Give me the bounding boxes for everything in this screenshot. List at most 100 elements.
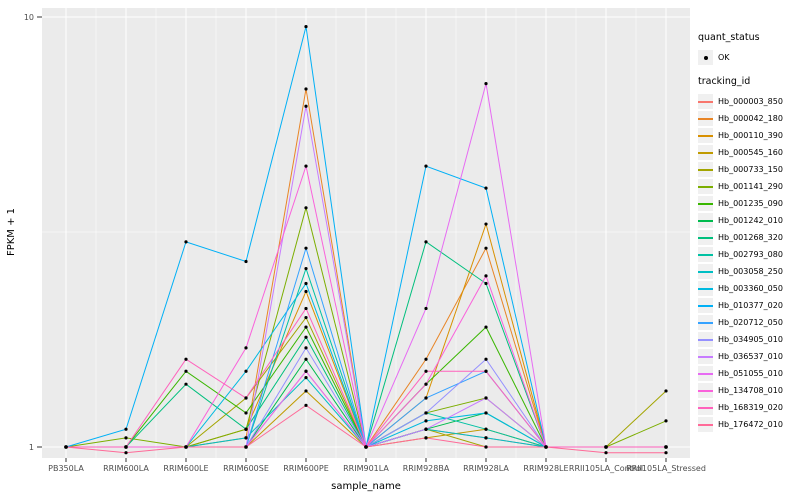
- data-point: [484, 436, 488, 440]
- x-tick-label: RRII105LA_Control: [569, 464, 643, 473]
- data-point: [304, 206, 308, 210]
- data-point: [184, 240, 188, 244]
- legend-item-label: Hb_176472_010: [718, 420, 783, 429]
- x-tick-label: RRIM928LE: [523, 464, 568, 473]
- legend-item-label: Hb_134708_010: [718, 386, 783, 395]
- data-point: [664, 445, 668, 449]
- data-point: [604, 451, 608, 455]
- legend: quant_status OK tracking_id Hb_000003_85…: [698, 28, 798, 443]
- legend-item: Hb_002793_080: [698, 246, 798, 263]
- legend-item: Hb_000545_160: [698, 144, 798, 161]
- legend-title-tracking-id: tracking_id: [698, 76, 751, 87]
- y-tick-label-1: 1: [29, 443, 34, 452]
- line-key-icon: [698, 145, 713, 160]
- legend-item-label: Hb_001235_090: [718, 199, 783, 208]
- data-point: [484, 325, 488, 329]
- data-point: [304, 389, 308, 393]
- data-point: [424, 427, 428, 431]
- legend-item: Hb_003058_250: [698, 263, 798, 280]
- data-point: [244, 445, 248, 449]
- data-point: [304, 104, 308, 108]
- data-point: [304, 403, 308, 407]
- legend-item: Hb_001235_090: [698, 195, 798, 212]
- data-point: [664, 419, 668, 423]
- data-point: [184, 382, 188, 386]
- data-point: [184, 357, 188, 361]
- data-point: [304, 335, 308, 339]
- data-point: [244, 346, 248, 350]
- x-tick-label: RRIM600SE: [223, 464, 269, 473]
- legend-item-label: Hb_000545_160: [718, 148, 783, 157]
- x-tick-label: PB350LA: [48, 464, 84, 473]
- point-key-icon: [698, 50, 713, 65]
- data-point: [424, 419, 428, 423]
- legend-item: Hb_020712_050: [698, 314, 798, 331]
- legend-tracking-id: tracking_id Hb_000003_850 Hb_000042_180 Hb…: [698, 76, 798, 433]
- legend-item: Hb_000042_180: [698, 110, 798, 127]
- data-point: [304, 289, 308, 294]
- legend-item-label: Hb_000110_390: [718, 131, 783, 140]
- data-point: [484, 82, 488, 86]
- legend-item: Hb_003360_050: [698, 280, 798, 297]
- data-point: [484, 222, 488, 226]
- legend-item-label: Hb_051055_010: [718, 369, 783, 378]
- x-tick-label: RRIM928LA: [463, 464, 509, 473]
- x-tick-label: RRIM928BA: [403, 464, 450, 473]
- data-point: [124, 445, 128, 449]
- data-point: [304, 346, 308, 350]
- data-point: [484, 369, 488, 373]
- data-point: [304, 306, 308, 311]
- line-key-icon: [698, 315, 713, 330]
- line-key-icon: [698, 213, 713, 228]
- line-key-icon: [698, 366, 713, 381]
- data-point: [424, 436, 428, 440]
- data-point: [304, 87, 308, 91]
- legend-item: Hb_001242_010: [698, 212, 798, 229]
- data-point: [364, 445, 368, 449]
- data-point: [304, 246, 308, 250]
- data-point: [484, 281, 488, 286]
- data-point: [544, 445, 548, 449]
- legend-item-label: Hb_001141_290: [718, 182, 783, 191]
- legend-items: Hb_000003_850 Hb_000042_180 Hb_000110_390 H…: [698, 93, 798, 433]
- data-point: [484, 396, 488, 400]
- x-tick-label: RRIM600PE: [283, 464, 329, 473]
- data-point: [244, 436, 248, 440]
- data-points: [64, 24, 668, 455]
- data-point: [304, 357, 308, 361]
- line-key-icon: [698, 264, 713, 279]
- line-key-icon: [698, 383, 713, 398]
- legend-quant-status: quant_status OK: [698, 32, 798, 66]
- legend-item: Hb_010377_020: [698, 297, 798, 314]
- line-key-icon: [698, 94, 713, 109]
- data-point: [244, 369, 248, 373]
- line-key-icon: [698, 196, 713, 211]
- legend-item: Hb_001141_290: [698, 178, 798, 195]
- x-tick-label: RRIM600LE: [163, 464, 208, 473]
- legend-item-label: Hb_003360_050: [718, 284, 783, 293]
- data-point: [484, 357, 488, 361]
- data-point: [304, 164, 308, 168]
- plot-panel: PB350LA RRIM600LA RRIM600LE RRIM600SE RRIM60…: [37, 8, 706, 473]
- data-point: [484, 411, 488, 415]
- line-key-icon: [698, 128, 713, 143]
- x-tick-label: RRIM600LA: [103, 464, 149, 473]
- legend-item-label: Hb_036537_010: [718, 352, 783, 361]
- data-point: [124, 427, 128, 431]
- axis-ticks: PB350LA RRIM600LA RRIM600LE RRIM600SE RRIM60…: [37, 16, 706, 473]
- data-point: [484, 274, 488, 278]
- data-point: [124, 451, 128, 455]
- legend-item: Hb_034905_010: [698, 331, 798, 348]
- line-key-icon: [698, 332, 713, 347]
- data-point: [484, 427, 488, 431]
- data-point: [424, 164, 428, 168]
- data-point: [304, 24, 308, 29]
- data-point: [424, 411, 428, 415]
- legend-item-label: Hb_000042_180: [718, 114, 783, 123]
- data-point: [304, 369, 308, 373]
- legend-item-label: Hb_020712_050: [718, 318, 783, 327]
- legend-item-label: OK: [718, 53, 730, 62]
- data-point: [304, 325, 308, 329]
- legend-item: Hb_001268_320: [698, 229, 798, 246]
